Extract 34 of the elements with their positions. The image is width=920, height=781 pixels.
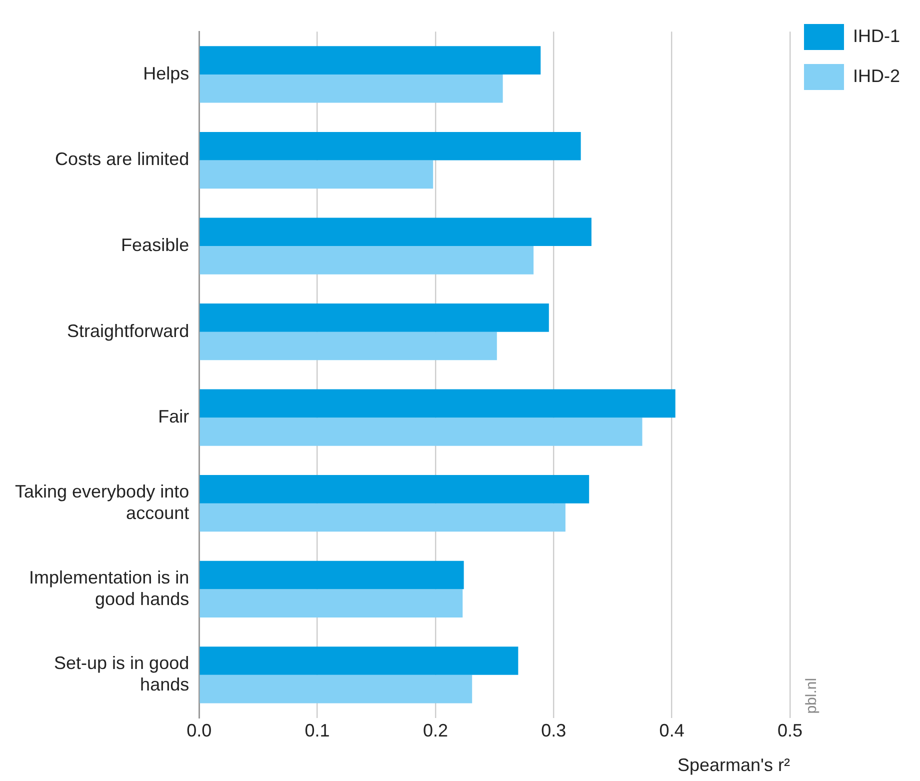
y-tick-label: Straightforward: [67, 320, 190, 341]
bar: [200, 332, 497, 360]
y-tick-label: Set-up is in good hands: [54, 653, 190, 695]
y-tick-label: Feasible: [121, 235, 190, 256]
bar: [200, 132, 581, 160]
bar: [200, 160, 434, 189]
text: pbl.nl: [803, 678, 820, 714]
bar: [200, 674, 472, 704]
bar: [200, 560, 464, 590]
y-tick-label: Costs are limited: [55, 149, 190, 170]
bar: [200, 389, 676, 418]
y-tick-label: Implementation is in good hands: [29, 567, 190, 609]
bar: [200, 46, 541, 74]
x-tick-label: 0.2: [422, 720, 448, 741]
x-tick-label: 0.5: [777, 720, 803, 741]
y-tick-label: Helps: [143, 63, 190, 84]
bar: [200, 589, 463, 618]
legend-label: IHD-2: [852, 66, 900, 86]
bar: [200, 646, 518, 675]
bar: [200, 218, 592, 246]
y-tick-label: Taking everybody into account: [14, 482, 190, 524]
bar: [200, 74, 503, 103]
y-tick-label: Fair: [158, 406, 190, 427]
bar: [200, 503, 566, 532]
legend-label: IHD-1: [852, 26, 900, 46]
x-tick-label: 0.0: [186, 720, 212, 741]
bar: [200, 246, 534, 274]
bar: [200, 475, 590, 504]
x-tick-label: 0.3: [541, 720, 566, 741]
x-tick-label: 0.1: [304, 720, 330, 741]
x-tick-label: 0.4: [659, 720, 684, 741]
x-axis-title: Spearman's r²: [678, 755, 790, 776]
bar: [200, 418, 642, 446]
bar: [200, 304, 549, 332]
